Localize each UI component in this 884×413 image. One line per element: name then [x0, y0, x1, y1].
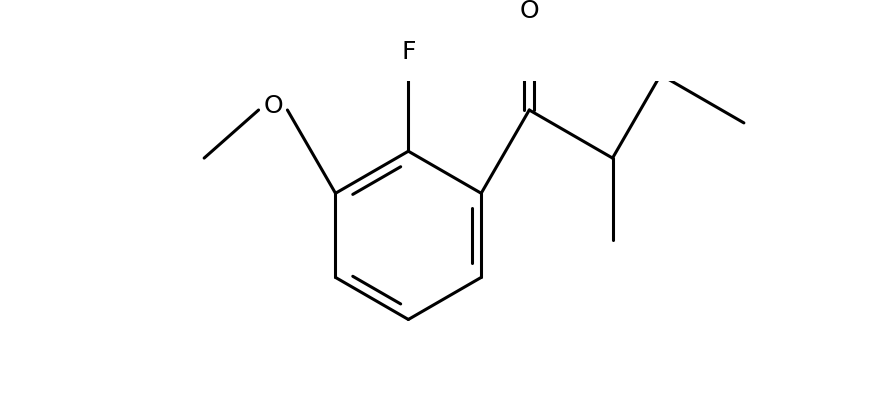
- Text: O: O: [520, 0, 539, 23]
- Text: O: O: [263, 94, 283, 118]
- Text: F: F: [401, 40, 415, 64]
